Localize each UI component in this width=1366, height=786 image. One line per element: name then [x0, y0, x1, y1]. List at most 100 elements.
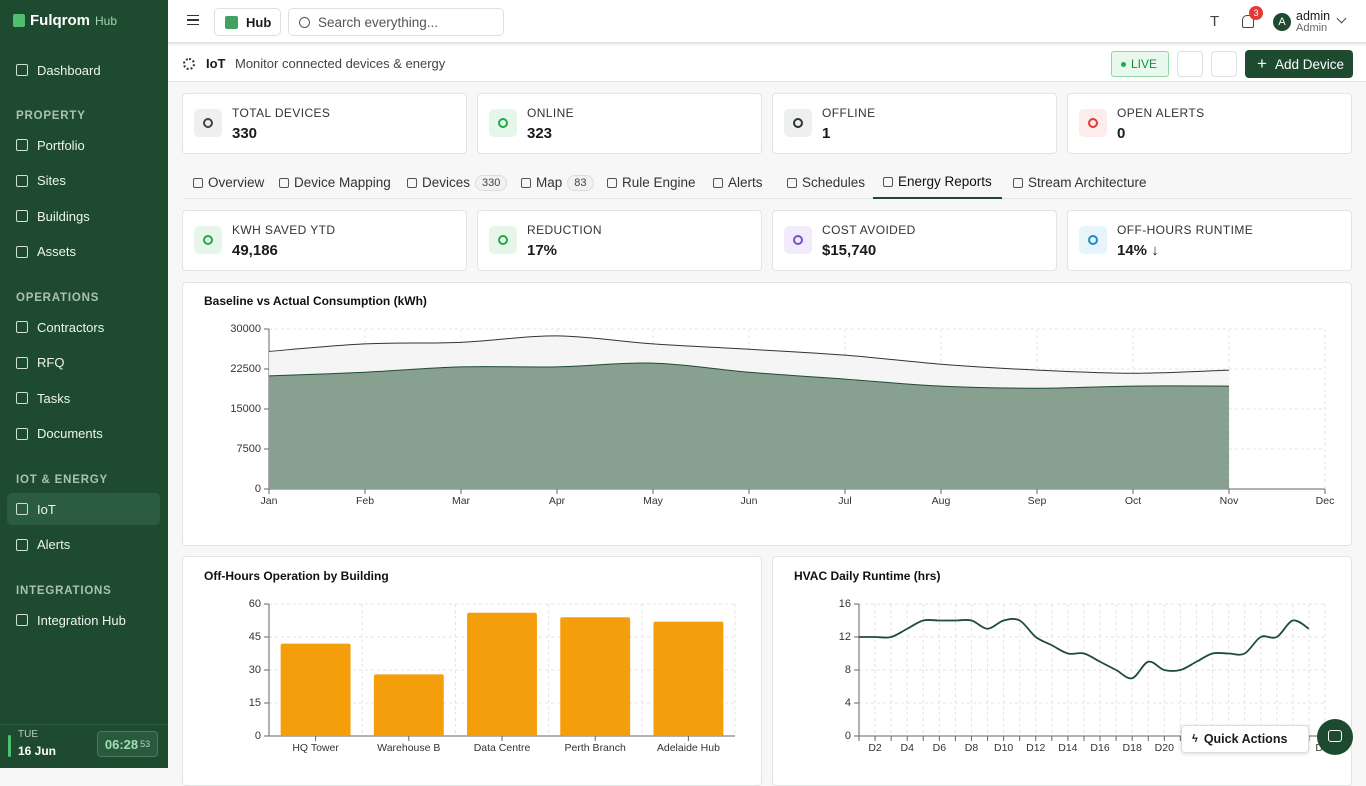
stat-icon — [1079, 109, 1107, 137]
tab[interactable]: Devices 330 — [397, 166, 517, 199]
user-role: Admin — [1296, 22, 1328, 34]
stat-icon — [194, 226, 222, 254]
tab-label: Schedules — [802, 175, 866, 190]
stat-icon — [489, 226, 517, 254]
stat-icon — [1079, 226, 1107, 254]
stat-value: 17% — [527, 242, 558, 259]
area — [269, 363, 1229, 489]
tab-icon — [407, 177, 417, 188]
nav-item[interactable]: Sites — [7, 165, 160, 197]
line — [268, 335, 1230, 374]
stat-icon-glyph — [793, 235, 803, 245]
y-tick-label: 60 — [249, 598, 261, 610]
shield-button[interactable] — [1211, 51, 1237, 77]
nav-label: Dashboard — [37, 62, 101, 78]
brand[interactable]: Fulqrom Hub — [13, 12, 117, 29]
tab[interactable]: Device Mapping — [269, 166, 401, 199]
chat-icon — [1328, 730, 1342, 742]
nav-item[interactable]: Documents — [7, 418, 160, 450]
x-tick-label: Dec — [1316, 495, 1335, 507]
tab-label: Overview — [208, 175, 265, 190]
menu-button[interactable] — [187, 15, 199, 25]
x-tick-label: Jan — [261, 495, 278, 507]
nav-label: Assets — [37, 244, 77, 259]
nav-item[interactable]: Portfolio — [7, 129, 160, 161]
nav-label: Tasks — [37, 390, 71, 406]
stat-icon — [784, 109, 812, 137]
nav-item[interactable]: Integration Hub — [7, 604, 160, 636]
tab-label: Energy Reports — [898, 174, 992, 189]
user[interactable]: admin Admin — [1296, 10, 1330, 34]
quick-actions[interactable]: ϟ Quick Actions — [1181, 725, 1309, 753]
x-tick-label: Warehouse B — [377, 742, 440, 754]
x-tick-label: D14 — [1058, 742, 1077, 754]
tab[interactable]: Rule Engine — [597, 166, 706, 199]
nav-item[interactable]: Alerts — [7, 529, 160, 561]
x-tick-label: D18 — [1123, 742, 1142, 754]
charts: Baseline vs Actual Consumption (kWh) 0 750… — [204, 294, 1335, 754]
nav-item[interactable]: IoT — [7, 493, 160, 525]
nav-label: Integration Hub — [37, 612, 126, 628]
chart-title: Baseline vs Actual Consumption (kWh) — [204, 294, 427, 308]
x-tick-label: D4 — [900, 742, 914, 754]
bolt-icon: ϟ — [1192, 733, 1198, 745]
tab[interactable]: Alerts — [703, 166, 773, 199]
nav-item[interactable]: Dashboard — [7, 54, 160, 86]
nav-label: Sites — [37, 173, 66, 188]
nav-icon — [16, 503, 28, 515]
nav-item[interactable]: Tasks — [7, 382, 160, 414]
tab-icon — [787, 177, 797, 188]
stat-card: OFF-HOURS RUNTIME 14% ↓ — [1067, 210, 1352, 271]
notifications[interactable] — [1242, 15, 1254, 28]
stat-value: 323 — [527, 125, 553, 142]
stat-card: ONLINE 323 — [477, 93, 762, 154]
stat-label: TOTAL DEVICES — [232, 106, 331, 120]
chat-button[interactable] — [1317, 719, 1353, 755]
x-tick-label: Nov — [1220, 495, 1239, 507]
tab-icon — [713, 177, 723, 188]
y-tick-label: 15 — [249, 697, 261, 709]
tab[interactable]: Energy Reports — [873, 166, 1002, 199]
menu-line — [187, 19, 199, 21]
x-tick-label: Jul — [838, 495, 851, 507]
tab[interactable]: Overview — [183, 166, 274, 199]
text-tool[interactable]: T — [1210, 13, 1220, 30]
tab[interactable]: Stream Architecture — [1003, 166, 1157, 199]
nav-icon — [16, 64, 28, 76]
add-device-label: Add Device — [1274, 56, 1344, 72]
tab[interactable]: Map 83 — [511, 166, 604, 199]
nav-item[interactable]: RFQ — [7, 347, 160, 379]
bar — [280, 643, 351, 736]
stat-icon-glyph — [498, 235, 508, 245]
tab-icon — [883, 176, 893, 187]
live-status: LIVE — [1111, 51, 1169, 77]
nav-icon — [16, 174, 28, 187]
nav-section-title: IOT & ENERGY — [16, 474, 109, 486]
tab-label: Map — [536, 175, 563, 190]
line — [268, 362, 1230, 389]
stat-icon — [194, 109, 222, 137]
avatar[interactable]: A — [1273, 13, 1291, 31]
search-box[interactable]: Search everything... — [288, 8, 504, 36]
tab-icon — [279, 177, 289, 188]
stat-label: COST AVOIDED — [822, 223, 916, 237]
bar — [653, 621, 724, 736]
stat-label: KWH SAVED YTD — [232, 223, 336, 237]
nav-item[interactable]: Contractors — [7, 311, 160, 343]
add-device-button[interactable]: + Add Device — [1245, 50, 1353, 78]
tab[interactable]: Schedules — [777, 166, 875, 199]
tab-icon — [193, 177, 203, 188]
stat-icon — [489, 109, 517, 137]
y-tick-label: 15000 — [230, 403, 261, 415]
nav-item[interactable]: Assets — [7, 236, 160, 268]
tab-icon — [1013, 177, 1023, 188]
nav-icon — [16, 210, 28, 222]
nav-icon — [16, 245, 28, 258]
x-tick-label: Sep — [1028, 495, 1047, 507]
stat-label: OFFLINE — [822, 106, 876, 120]
quick-actions-label: Quick Actions — [1203, 732, 1288, 746]
nav-item[interactable]: Buildings — [7, 200, 160, 232]
refresh-button[interactable] — [1177, 51, 1203, 77]
workspace-switcher[interactable]: Hub — [214, 8, 281, 36]
